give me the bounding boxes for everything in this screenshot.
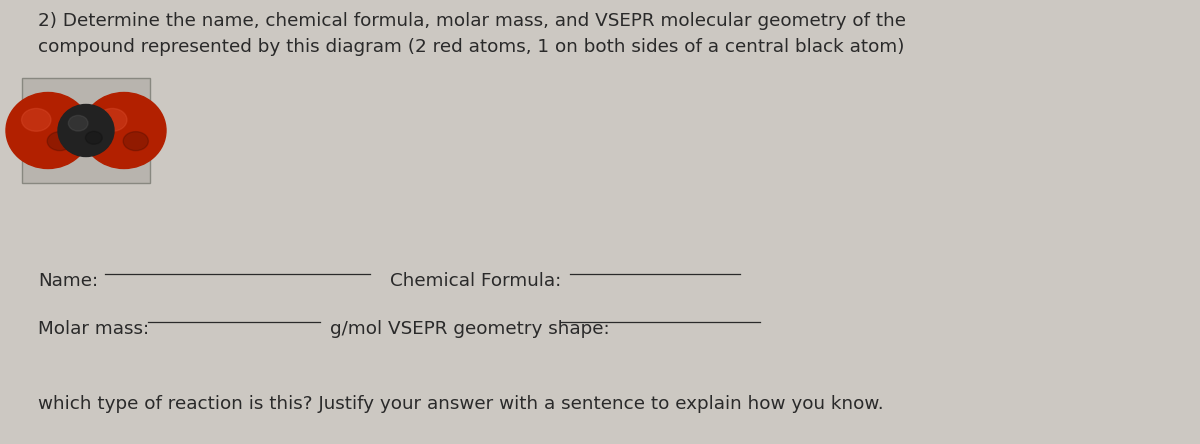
Ellipse shape <box>97 108 127 131</box>
Text: g/mol VSEPR geometry shape:: g/mol VSEPR geometry shape: <box>330 320 610 338</box>
Text: Name:: Name: <box>38 272 98 290</box>
Text: Chemical Formula:: Chemical Formula: <box>390 272 562 290</box>
Ellipse shape <box>82 92 166 169</box>
Ellipse shape <box>47 131 72 151</box>
Text: which type of reaction is this? Justify your answer with a sentence to explain h: which type of reaction is this? Justify … <box>38 395 883 413</box>
Text: compound represented by this diagram (2 red atoms, 1 on both sides of a central : compound represented by this diagram (2 … <box>38 38 905 56</box>
Text: 2) Determine the name, chemical formula, molar mass, and VSEPR molecular geometr: 2) Determine the name, chemical formula,… <box>38 12 906 30</box>
Ellipse shape <box>22 108 50 131</box>
Ellipse shape <box>124 131 149 151</box>
FancyBboxPatch shape <box>22 78 150 183</box>
Ellipse shape <box>6 92 90 169</box>
Ellipse shape <box>85 131 102 144</box>
Text: Molar mass:: Molar mass: <box>38 320 149 338</box>
Ellipse shape <box>68 115 88 131</box>
Ellipse shape <box>58 104 114 156</box>
